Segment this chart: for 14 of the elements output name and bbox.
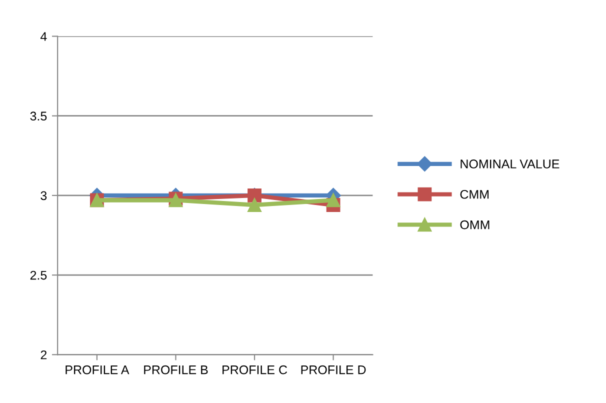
legend-label: OMM [460, 220, 490, 230]
y-tick-label: 2.5 [30, 270, 47, 280]
x-tick-label: PROFILE A [66, 365, 130, 374]
y-tick-label: 2 [40, 350, 47, 360]
legend-label: CMM [460, 190, 489, 199]
y-tick-label: 3.5 [30, 112, 47, 121]
x-tick-label: PROFILE B [144, 365, 208, 374]
y-tick-label: 3 [40, 191, 47, 200]
x-tick-label: PROFILE C [222, 365, 288, 374]
legend-label: NOMINAL VALUE [460, 160, 560, 168]
point [326, 193, 340, 208]
y-tick-label: 4 [40, 32, 47, 41]
x-tick-label: PROFILE D [301, 365, 366, 374]
point [248, 198, 262, 212]
